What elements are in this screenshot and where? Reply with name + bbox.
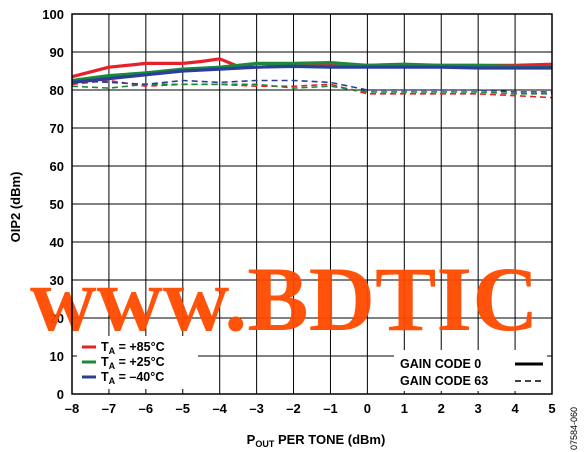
x-tick-label: 0	[364, 401, 371, 416]
legend-label: GAIN CODE 0	[400, 357, 481, 371]
legend-label: GAIN CODE 63	[400, 374, 488, 388]
series-lines	[71, 57, 553, 99]
y-axis-label: OIP2 (dBm)	[8, 172, 23, 243]
y-tick-label: 20	[50, 311, 64, 326]
series-gain-code-63-85	[71, 79, 553, 99]
y-tick-label: 0	[57, 387, 64, 402]
legend-gain-code: GAIN CODE 0 GAIN CODE 63	[394, 350, 547, 391]
y-tick-label: 100	[42, 7, 64, 22]
legend-temperature: TA = +85°CTA = +25°CTA = –40°C	[77, 336, 198, 389]
x-tick-label: 3	[475, 401, 482, 416]
series-gain-code-0-40	[71, 64, 552, 84]
x-tick-label: –8	[65, 401, 79, 416]
legend-label: TA = –40°C	[101, 370, 164, 386]
x-tick-label: 1	[401, 401, 408, 416]
y-tick-label: 30	[50, 273, 64, 288]
x-axis-label: POUT PER TONE (dBm)	[247, 432, 386, 449]
y-tick-label: 70	[50, 121, 64, 136]
x-tick-label: 4	[511, 401, 519, 416]
y-tick-label: 60	[50, 159, 64, 174]
y-tick-label: 10	[50, 349, 64, 364]
x-tick-label: –1	[323, 401, 337, 416]
figure-id: 07584-060	[569, 407, 579, 450]
x-tick-label: –6	[139, 401, 153, 416]
y-tick-label: 50	[50, 197, 64, 212]
y-tick-label: 90	[50, 45, 64, 60]
legend-temperature-box	[77, 336, 198, 389]
x-tick-label: –4	[212, 401, 227, 416]
y-tick-label: 80	[50, 83, 64, 98]
y-tick-label: 40	[50, 235, 64, 250]
legend-label: TA = +85°C	[101, 340, 165, 356]
watermark: www.BDTIC	[30, 248, 539, 350]
x-tick-labels: –8 –7 –6 –5 –4 –3 –2 –1 0 1 2 3 4 5	[65, 401, 556, 416]
x-tick-label: –7	[102, 401, 116, 416]
series-gain-code-0-25	[71, 61, 553, 83]
series-gain-code-63-40	[71, 79, 552, 93]
plot-frame	[71, 13, 553, 395]
legend-gain-code-box	[394, 350, 547, 391]
x-tick-label: 5	[548, 401, 555, 416]
x-tick-label: –3	[249, 401, 263, 416]
legend-label: TA = +25°C	[101, 355, 165, 371]
x-tick-label: –5	[176, 401, 190, 416]
x-tick-label: –2	[286, 401, 300, 416]
y-tick-labels: 0 10 20 30 40 50 60 70 80 90 100	[42, 7, 64, 402]
x-tick-label: 2	[438, 401, 445, 416]
